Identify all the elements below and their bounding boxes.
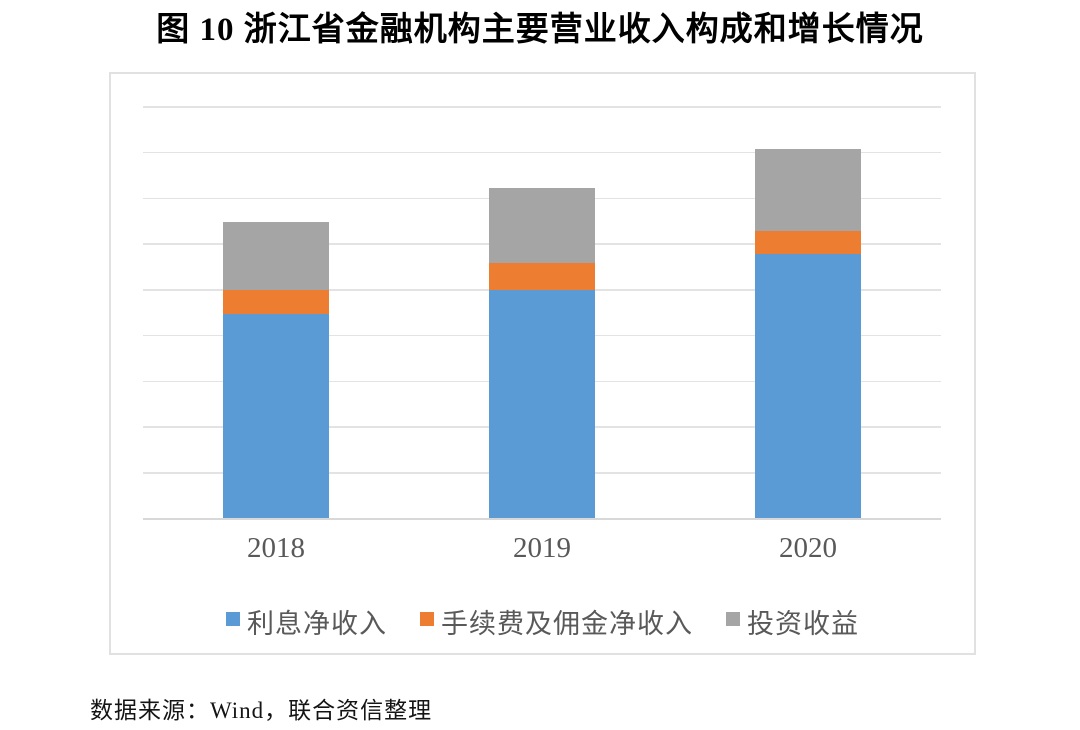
x-tick-label-2019: 2019 [513, 532, 571, 564]
chart-box: 2018 2019 2020 利息净收入 手续费及佣金净收入 投资收益 [109, 72, 976, 655]
bar-2018-investment-income [222, 222, 330, 290]
y-gridline [143, 151, 941, 154]
x-tick-label-2018: 2018 [247, 532, 305, 564]
bar-2018-interest-net-income [222, 313, 330, 518]
legend-label: 手续费及佣金净收入 [441, 609, 693, 639]
chart-legend: 利息净收入 手续费及佣金净收入 投资收益 [111, 602, 974, 641]
source-note: 数据来源：Wind，联合资信整理 [90, 698, 433, 723]
bar-2020-interest-net-income [754, 254, 862, 518]
bar-2019-interest-net-income [488, 290, 596, 518]
legend-item-investment-income: 投资收益 [726, 602, 859, 641]
legend-swatch-icon [420, 612, 434, 626]
bar-2018-fee-commission-net-income [222, 289, 330, 314]
legend-label: 投资收益 [747, 609, 859, 639]
chart-title: 图 10 浙江省金融机构主要营业收入构成和增长情况 [156, 12, 924, 48]
bar-2019-investment-income [488, 188, 596, 263]
legend-label: 利息净收入 [247, 609, 387, 639]
bar-2019-fee-commission-net-income [488, 263, 596, 291]
bar-2020-fee-commission-net-income [754, 230, 862, 255]
plot-area: 2018 2019 2020 [111, 74, 974, 653]
y-gridline [143, 106, 941, 108]
x-tick-label-2020: 2020 [779, 532, 837, 564]
legend-swatch-icon [226, 612, 240, 626]
bar-2020-investment-income [754, 149, 862, 231]
legend-swatch-icon [726, 612, 740, 626]
legend-item-interest-net-income: 利息净收入 [226, 602, 387, 641]
x-axis-line [143, 518, 941, 520]
legend-item-fee-commission-net-income: 手续费及佣金净收入 [420, 602, 693, 641]
